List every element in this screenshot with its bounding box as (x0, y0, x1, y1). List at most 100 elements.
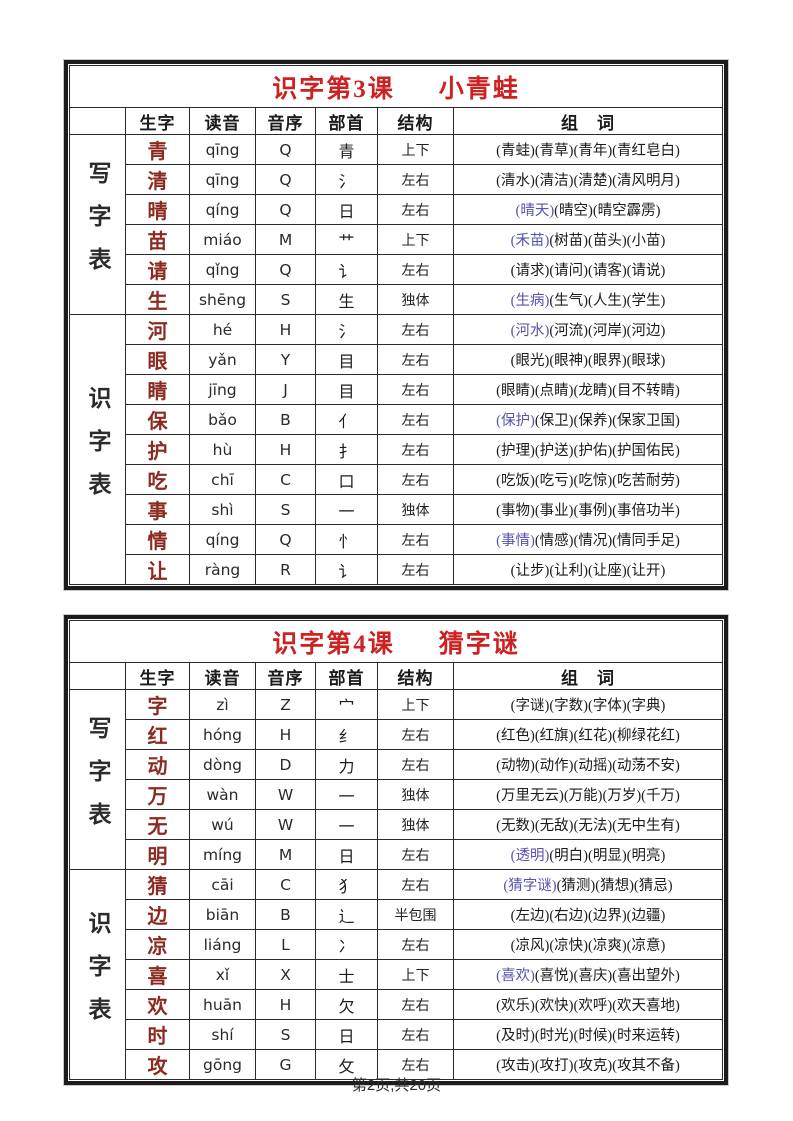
char-cell: 红 (125, 719, 190, 750)
radical-cell: 一 (315, 494, 378, 525)
structure-cell: 左右 (377, 164, 454, 195)
initial-cell: Q (255, 524, 316, 555)
table-row: 清 qīng Q 氵左右 (清水)(清洁)(清楚)(清风明月) (70, 164, 723, 195)
structure-cell: 左右 (377, 404, 454, 435)
radical-cell: 宀 (315, 689, 378, 720)
pinyin-cell: zì (189, 689, 256, 720)
radical-cell: 犭 (315, 869, 378, 900)
initial-cell: B (255, 404, 316, 435)
words-cell: (禾苗)(树苗)(苗头)(小苗) (453, 224, 723, 255)
word-item: (事情) (496, 533, 535, 549)
title-lesson-text: 识字第4课 (272, 630, 395, 658)
char-cell: 事 (125, 494, 190, 525)
initial-cell: J (255, 374, 316, 405)
table-row: 红 hóng H 纟左右 (红色)(红旗)(红花)(柳绿花红) (70, 719, 723, 750)
initial-cell: H (255, 434, 316, 465)
word-item: (红色)(红旗)(红花)(柳绿花红) (496, 728, 680, 744)
table-row: 情 qíng Q 忄左右 (事情)(情感)(情况)(情同手足) (70, 524, 723, 555)
table-row: 动 dòng D 力左右 (动物)(动作)(动摇)(动荡不安) (70, 749, 723, 780)
char-cell: 猜 (125, 869, 190, 900)
structure-cell: 上下 (377, 959, 454, 990)
title-name-text: 猜字谜 (438, 630, 520, 658)
pinyin-cell: hù (189, 434, 256, 465)
column-header: 读音 (189, 107, 256, 135)
initial-cell: M (255, 224, 316, 255)
words-cell: (护理)(护送)(护佑)(护国佑民) (453, 434, 723, 465)
words-cell: (无数)(无敌)(无法)(无中生有) (453, 809, 723, 840)
words-cell: (透明)(明白)(明显)(明亮) (453, 839, 723, 870)
radical-cell: 攵 (315, 1049, 378, 1080)
page-footer: 第2页,共20页 (351, 1077, 442, 1094)
word-item: (欢乐)(欢快)(欢呼)(欢天喜地) (496, 998, 680, 1014)
char-cell: 生 (125, 284, 190, 315)
char-cell: 青 (125, 134, 190, 165)
word-item: (请求)(请问)(请客)(请说) (510, 263, 666, 279)
pinyin-cell: míng (189, 839, 256, 870)
structure-cell: 左右 (377, 194, 454, 225)
pinyin-cell: biān (189, 899, 256, 930)
char-cell: 情 (125, 524, 190, 555)
word-item: (猜字谜) (503, 878, 557, 894)
radical-cell: 力 (315, 749, 378, 780)
words-cell: (凉风)(凉快)(凉爽)(凉意) (453, 929, 723, 960)
pinyin-cell: dòng (189, 749, 256, 780)
column-header: 组 词 (453, 662, 723, 690)
char-cell: 眼 (125, 344, 190, 375)
pinyin-cell: liáng (189, 929, 256, 960)
structure-cell: 独体 (377, 779, 454, 810)
initial-cell: S (255, 284, 316, 315)
structure-cell: 左右 (377, 434, 454, 465)
table-title: 识字第3课 小青蛙 (69, 65, 723, 108)
pinyin-cell: shì (189, 494, 256, 525)
table-row: 时 shí S 日左右 (及时)(时光)(时候)(时来运转) (70, 1019, 723, 1050)
word-item: (喜欢) (496, 968, 535, 984)
char-cell: 时 (125, 1019, 190, 1050)
column-header: 音序 (255, 107, 316, 135)
column-header: 生字 (125, 107, 190, 135)
radical-cell: 辶 (315, 899, 378, 930)
word-item: (攻击)(攻打)(攻克)(攻其不备) (496, 1058, 680, 1074)
column-header: 组 词 (453, 107, 723, 135)
word-item: (猜测)(猜想)(猜忌) (556, 878, 673, 894)
words-cell: (事情)(情感)(情况)(情同手足) (453, 524, 723, 555)
radical-cell: 一 (315, 809, 378, 840)
structure-cell: 左右 (377, 344, 454, 375)
structure-cell: 左右 (377, 554, 454, 585)
word-item: (树苗)(苗头)(小苗) (549, 233, 666, 249)
word-item: (字谜)(字数)(字体)(字典) (510, 698, 666, 714)
structure-cell: 独体 (377, 284, 454, 315)
vertical-section-label: 识字表 (85, 385, 110, 515)
char-cell: 苗 (125, 224, 190, 255)
word-item: (明白)(明显)(明亮) (549, 848, 666, 864)
char-cell: 让 (125, 554, 190, 585)
char-cell: 明 (125, 839, 190, 870)
column-header: 部首 (315, 662, 378, 690)
table-title-row: 识字第4课 猜字谜 (69, 620, 723, 663)
initial-cell: H (255, 314, 316, 345)
words-cell: (欢乐)(欢快)(欢呼)(欢天喜地) (453, 989, 723, 1020)
pinyin-cell: qīng (189, 134, 256, 165)
radical-cell: 冫 (315, 929, 378, 960)
table-row: 无 wú W 一独体 (无数)(无敌)(无法)(无中生有) (70, 809, 723, 840)
words-cell: (及时)(时光)(时候)(时来运转) (453, 1019, 723, 1050)
radical-cell: 欠 (315, 989, 378, 1020)
table-title-row: 识字第3课 小青蛙 (69, 65, 723, 108)
char-cell: 边 (125, 899, 190, 930)
radical-cell: 一 (315, 779, 378, 810)
radical-cell: 纟 (315, 719, 378, 750)
words-cell: (红色)(红旗)(红花)(柳绿花红) (453, 719, 723, 750)
word-item: (情感)(情况)(情同手足) (534, 533, 680, 549)
lesson-table: 识字第3课 小青蛙 生字 读音 音序 部首 结构组 词写字表青 qīng Q 青上下 (青蛙)(青草… (64, 60, 728, 590)
words-cell: (事物)(事业)(事例)(事倍功半) (453, 494, 723, 525)
word-item: (左边)(右边)(边界)(边疆) (510, 908, 666, 924)
words-cell: (生病)(生气)(人生)(学生) (453, 284, 723, 315)
word-item: (保护) (496, 413, 535, 429)
table-row: 明 míng M 日左右 (透明)(明白)(明显)(明亮) (70, 839, 723, 870)
char-cell: 晴 (125, 194, 190, 225)
radical-cell: 口 (315, 464, 378, 495)
char-cell: 吃 (125, 464, 190, 495)
table-row: 凉 liáng L 冫左右 (凉风)(凉快)(凉爽)(凉意) (70, 929, 723, 960)
table-row: 边 biān B 辶半包围 (左边)(右边)(边界)(边疆) (70, 899, 723, 930)
initial-cell: C (255, 869, 316, 900)
words-cell: (字谜)(字数)(字体)(字典) (453, 689, 723, 720)
